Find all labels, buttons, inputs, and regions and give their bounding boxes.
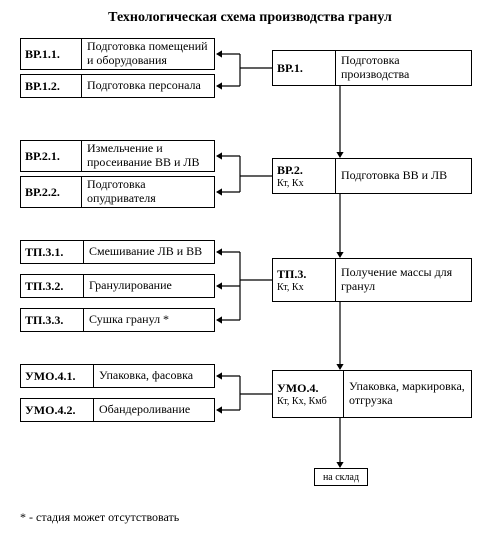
block-tp33: ТП.3.3. Сушка гранул * bbox=[20, 308, 215, 332]
block-tp32: ТП.3.2. Гранулирование bbox=[20, 274, 215, 298]
block-code-text: УМО.4. bbox=[277, 381, 339, 396]
block-tp3: ТП.3.Кт, КхПолучение массы для гранул bbox=[272, 258, 472, 302]
footnote: * - стадия может отсутствовать bbox=[20, 510, 179, 525]
block-code: ВР.2.Кт, Кх bbox=[273, 159, 336, 193]
block-umo41: УМО.4.1. Упаковка, фасовка bbox=[20, 364, 215, 388]
block-code: ВР.2.1. bbox=[21, 141, 82, 171]
block-label: Измельчение и просеивание ВВ и ЛВ bbox=[82, 141, 214, 171]
block-code-text: ТП.3.3. bbox=[25, 313, 79, 328]
block-bp11: ВР.1.1. Подготовка помещений и оборудован… bbox=[20, 38, 215, 70]
block-umo42: УМО.4.2. Обандероливание bbox=[20, 398, 215, 422]
end-box-label: на склад bbox=[323, 472, 359, 483]
block-code-sub: Кт, Кх bbox=[277, 282, 331, 293]
block-label: Подготовка персонала bbox=[82, 75, 206, 97]
block-code: ВР.1.2. bbox=[21, 75, 82, 97]
block-code: ВР.1. bbox=[273, 51, 336, 85]
block-code-sub: Кт, Кх bbox=[277, 178, 331, 189]
block-code: ТП.3.Кт, Кх bbox=[273, 259, 336, 301]
block-bp2: ВР.2.Кт, КхПодготовка ВВ и ЛВ bbox=[272, 158, 472, 194]
block-code: ТП.3.1. bbox=[21, 241, 84, 263]
block-label: Сушка гранул * bbox=[84, 309, 174, 331]
block-code-text: ТП.3.1. bbox=[25, 245, 79, 260]
block-code-text: ТП.3.2. bbox=[25, 279, 79, 294]
block-code-text: ВР.1. bbox=[277, 61, 331, 76]
block-code: УМО.4.2. bbox=[21, 399, 94, 421]
block-label: Подготовка производства bbox=[336, 51, 471, 85]
block-label: Гранулирование bbox=[84, 275, 177, 297]
block-code: ТП.3.3. bbox=[21, 309, 84, 331]
end-box: на склад bbox=[314, 468, 368, 486]
block-label: Получение массы для гранул bbox=[336, 259, 471, 301]
block-label: Упаковка, маркировка, отгрузка bbox=[344, 371, 471, 417]
page-title: Технологическая схема производства грану… bbox=[0, 10, 500, 26]
block-code-text: ТП.3. bbox=[277, 267, 331, 282]
block-label: Подготовка опудривателя bbox=[82, 177, 214, 207]
block-code: ВР.2.2. bbox=[21, 177, 82, 207]
block-code-sub: Кт, Кх, Кмб bbox=[277, 396, 339, 407]
block-code-text: ВР.2. bbox=[277, 163, 331, 178]
block-bp22: ВР.2.2. Подготовка опудривателя bbox=[20, 176, 215, 208]
diagram-page: Технологическая схема производства грану… bbox=[0, 0, 500, 545]
block-code-text: ВР.2.2. bbox=[25, 185, 77, 200]
block-code-text: УМО.4.1. bbox=[25, 369, 89, 384]
block-code-text: УМО.4.2. bbox=[25, 403, 89, 418]
block-code-text: ВР.2.1. bbox=[25, 149, 77, 164]
block-bp1: ВР.1. Подготовка производства bbox=[272, 50, 472, 86]
block-code-text: ВР.1.2. bbox=[25, 79, 77, 94]
block-tp31: ТП.3.1. Смешивание ЛВ и ВВ bbox=[20, 240, 215, 264]
block-label: Подготовка ВВ и ЛВ bbox=[336, 159, 452, 193]
block-code: УМО.4.Кт, Кх, Кмб bbox=[273, 371, 344, 417]
block-code-text: ВР.1.1. bbox=[25, 47, 77, 62]
block-umo4: УМО.4.Кт, Кх, КмбУпаковка, маркировка, о… bbox=[272, 370, 472, 418]
block-label: Упаковка, фасовка bbox=[94, 365, 198, 387]
block-label: Обандероливание bbox=[94, 399, 195, 421]
block-code: УМО.4.1. bbox=[21, 365, 94, 387]
block-code: ТП.3.2. bbox=[21, 275, 84, 297]
block-label: Смешивание ЛВ и ВВ bbox=[84, 241, 207, 263]
block-code: ВР.1.1. bbox=[21, 39, 82, 69]
block-label: Подготовка помещений и оборудования bbox=[82, 39, 214, 69]
block-bp12: ВР.1.2. Подготовка персонала bbox=[20, 74, 215, 98]
block-bp21: ВР.2.1. Измельчение и просеивание ВВ и ЛВ bbox=[20, 140, 215, 172]
